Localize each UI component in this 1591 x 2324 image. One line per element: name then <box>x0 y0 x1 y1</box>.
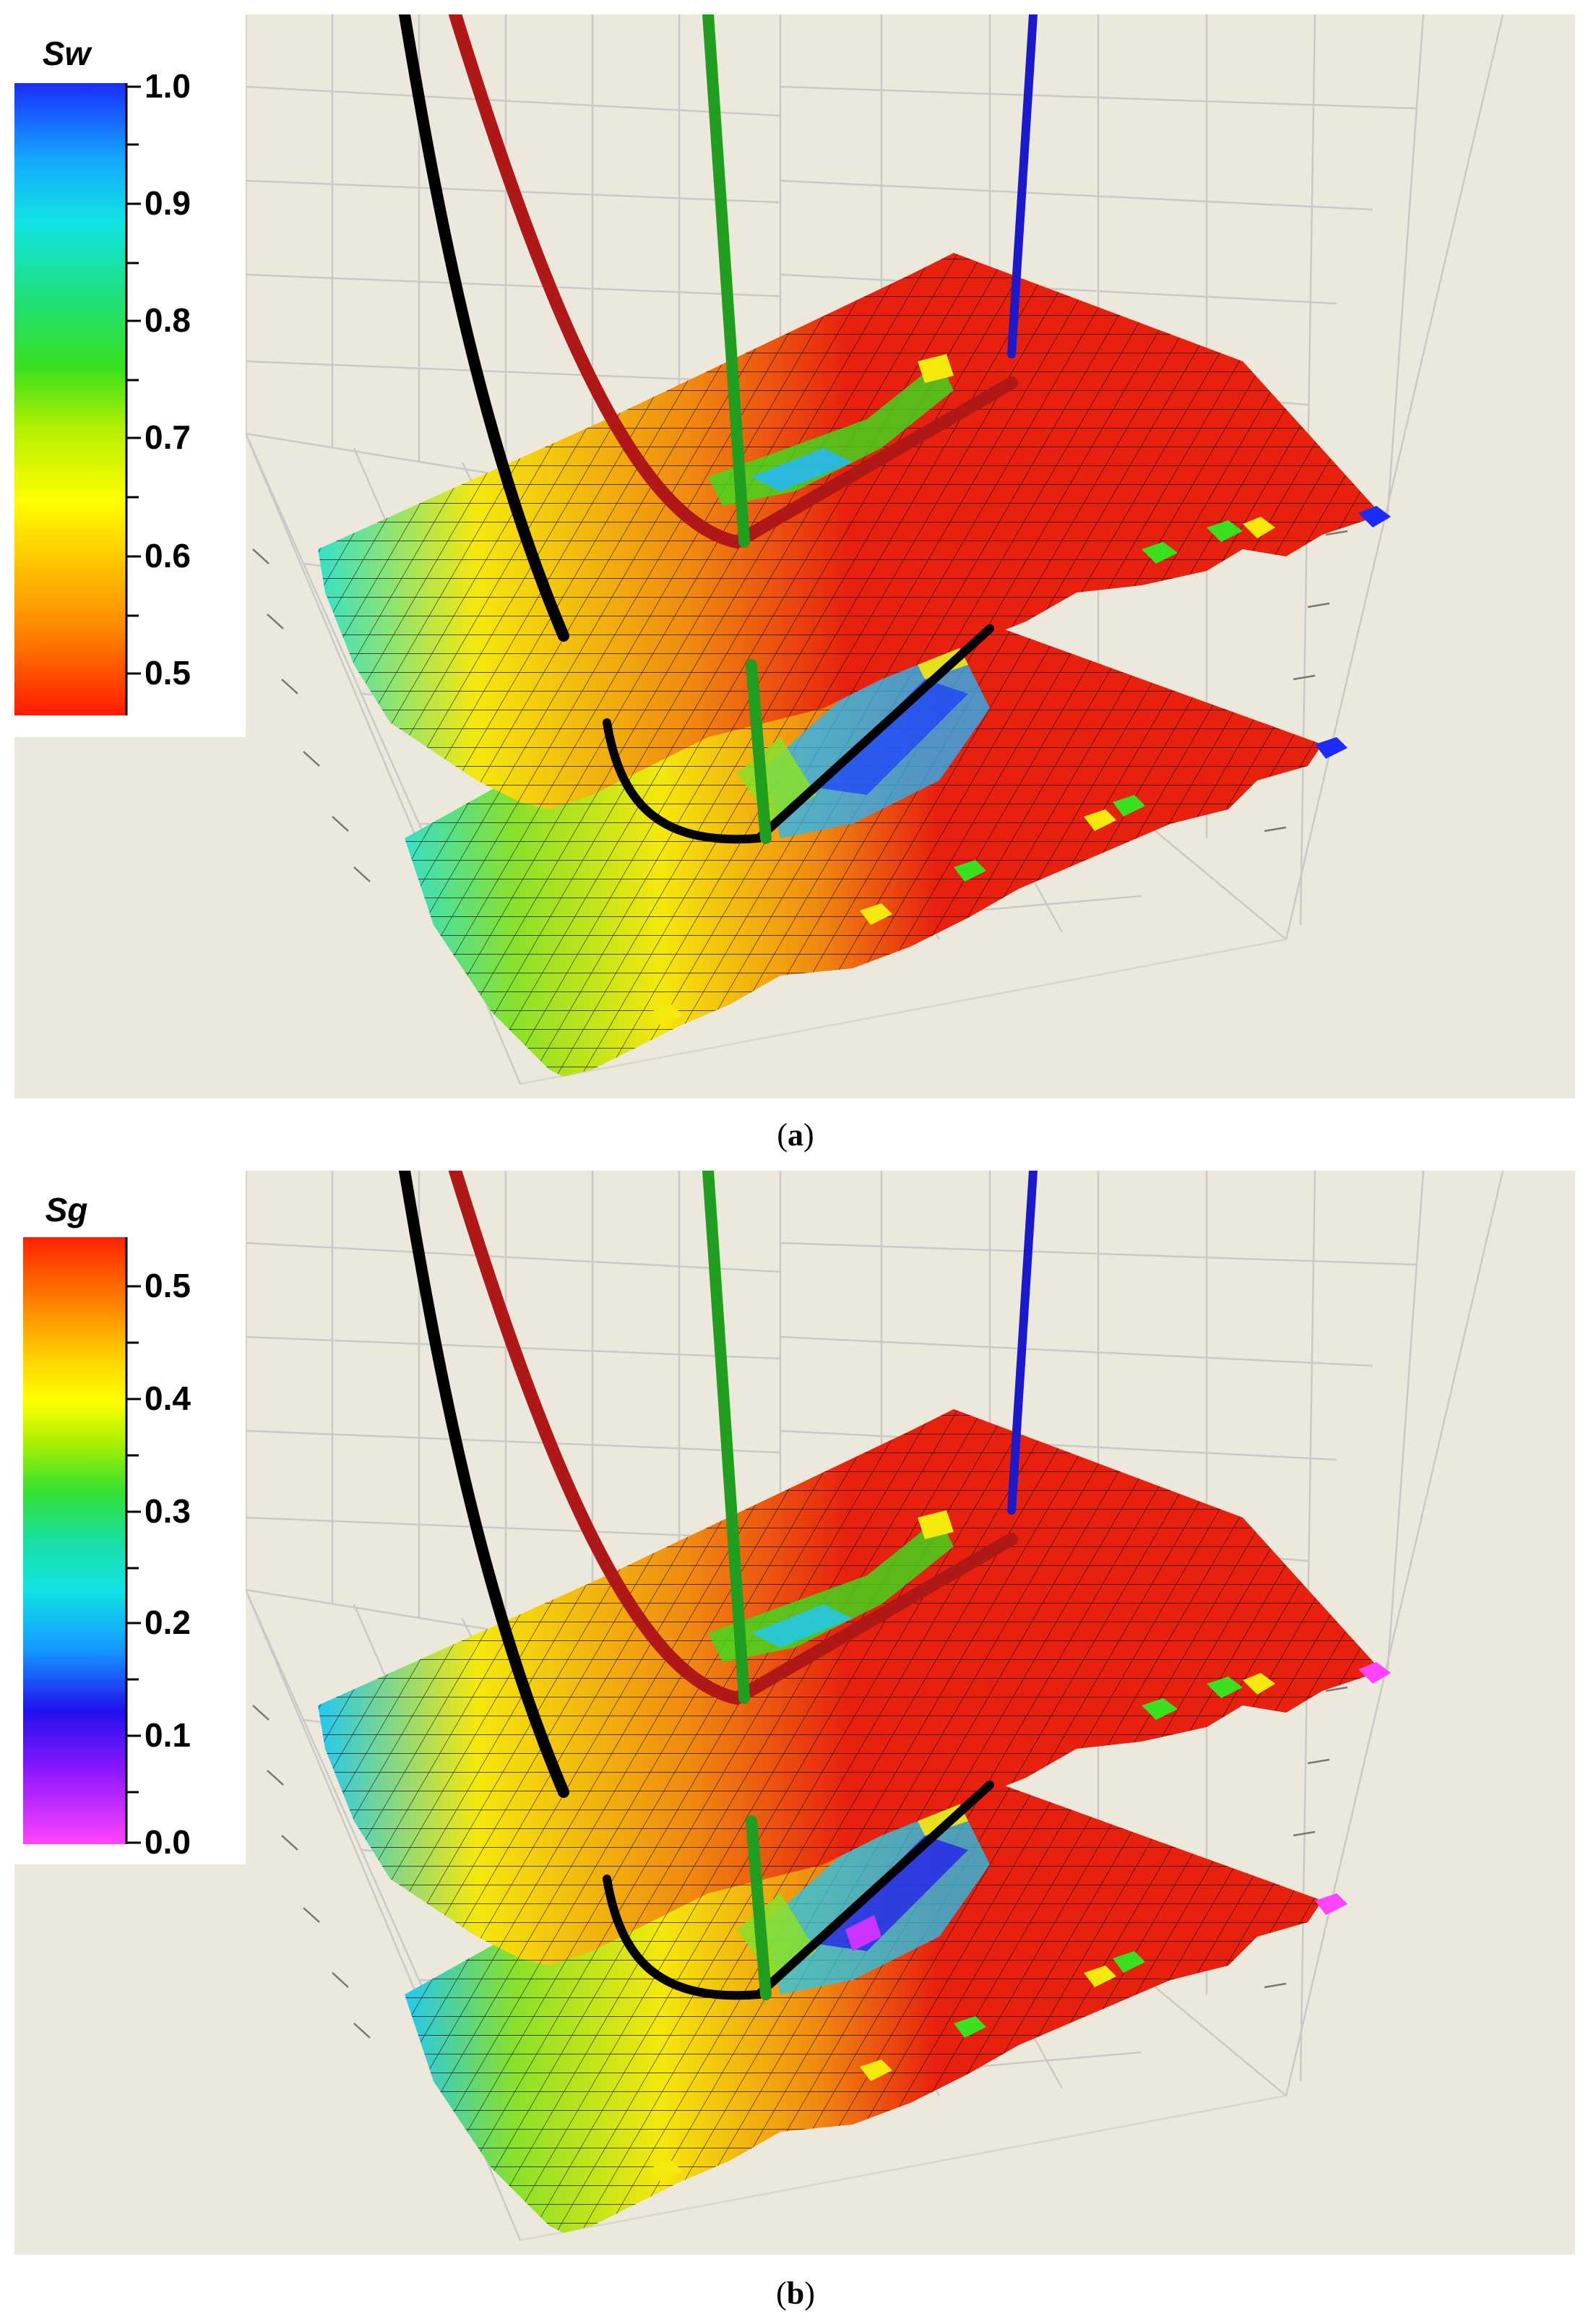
upper-layer-surface <box>318 1409 1391 1966</box>
caption-letter: b <box>786 2276 805 2311</box>
colorbar-sg: Sg 0.5 0.4 0.3 0.2 0.1 0.0 <box>14 1171 246 1864</box>
caption-b: (b) <box>776 2276 815 2311</box>
wells <box>399 1171 1038 2000</box>
red-well <box>449 14 1018 549</box>
blue-well <box>1007 1171 1038 1515</box>
colorbar-tick: 0.0 <box>145 1823 191 1861</box>
colorbar-tick: 1.0 <box>145 67 191 105</box>
colorbar-tick: 0.8 <box>145 301 191 339</box>
black-well <box>399 14 569 642</box>
colorbar-sw: Sw 1.0 0.9 0.8 0.7 0.6 0.5 <box>14 14 246 737</box>
colorbar-title: Sw <box>43 35 93 72</box>
reservoir-3d-view: Sw 1.0 0.9 0.8 0.7 0.6 0.5 <box>14 14 1575 1098</box>
black-well-lower <box>603 1781 994 2000</box>
red-well <box>449 1171 1018 1705</box>
blue-well <box>1007 14 1038 358</box>
colorbar-tick: 0.7 <box>145 418 191 456</box>
caption-letter: a <box>788 1117 803 1153</box>
colorbar-tick: 0.5 <box>145 1267 191 1304</box>
colorbar-tick: 0.3 <box>145 1492 191 1530</box>
black-well <box>399 1171 569 1798</box>
panel-a: Sw 1.0 0.9 0.8 0.7 0.6 0.5 <box>14 14 1575 1098</box>
wells <box>399 14 1038 844</box>
colorbar-title: Sg <box>46 1191 88 1228</box>
colorbar-tick: 0.4 <box>145 1380 191 1417</box>
caption-a: (a) <box>777 1117 814 1153</box>
colorbar-tick: 0.1 <box>145 1716 191 1754</box>
colorbar-tick: 0.2 <box>145 1604 191 1641</box>
black-well-lower <box>603 624 994 844</box>
reservoir-3d-view: Sg 0.5 0.4 0.3 0.2 0.1 0.0 <box>14 1171 1575 2255</box>
green-well <box>702 14 772 844</box>
colorbar-tick: 0.6 <box>145 537 191 574</box>
panel-b: Sg 0.5 0.4 0.3 0.2 0.1 0.0 <box>14 1171 1575 2255</box>
colorbar-tick: 0.9 <box>145 184 191 222</box>
green-well <box>702 1171 772 2000</box>
upper-layer-surface <box>318 253 1391 809</box>
colorbar-tick: 0.5 <box>145 654 191 692</box>
